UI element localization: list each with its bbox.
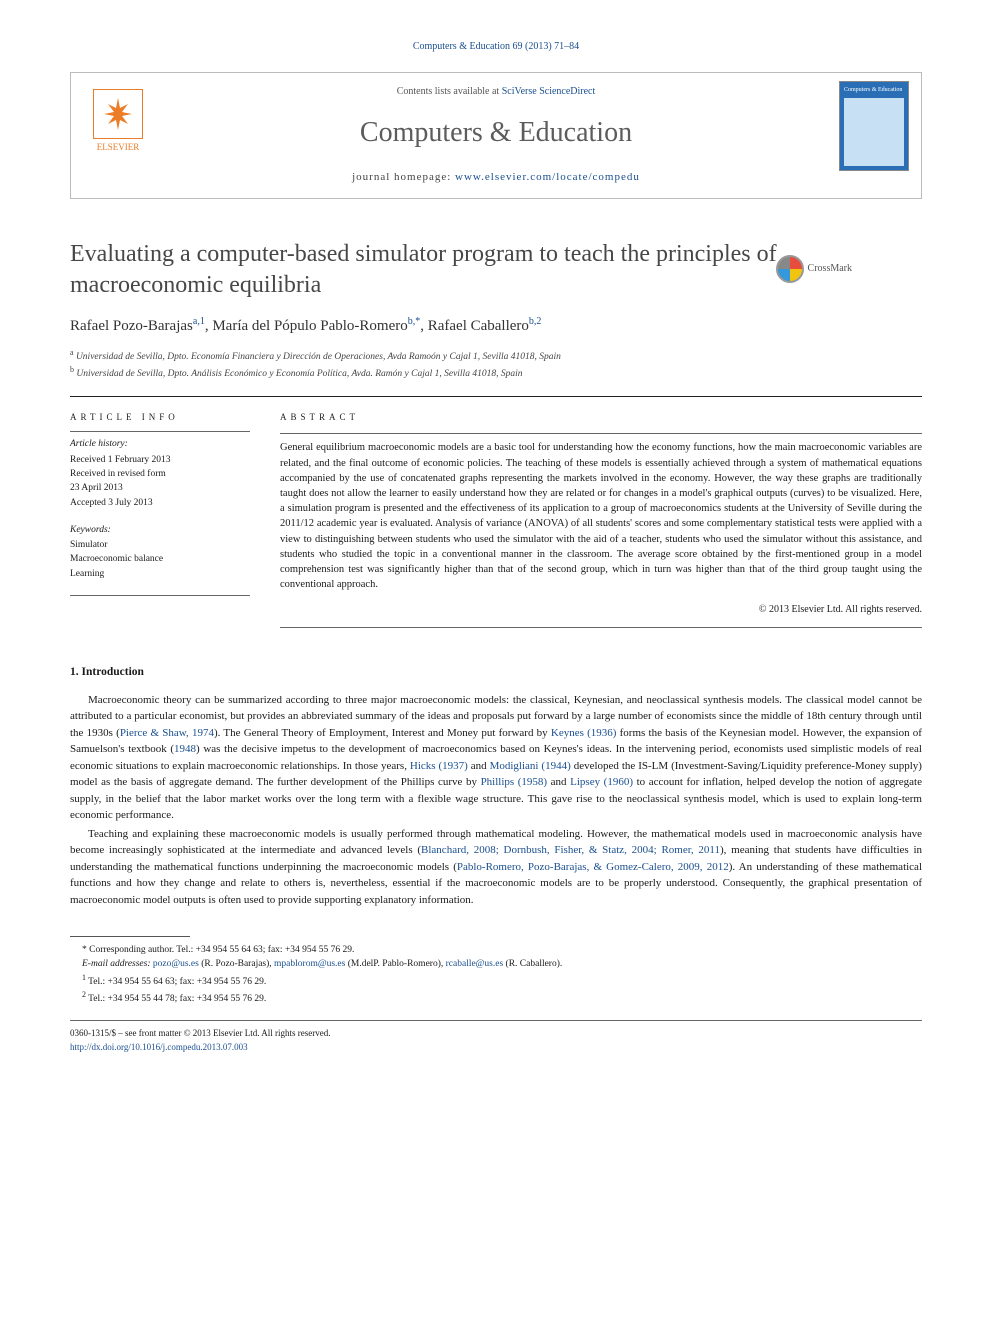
doi-link[interactable]: http://dx.doi.org/10.1016/j.compedu.2013… <box>70 1042 248 1052</box>
footnote-corresponding: * Corresponding author. Tel.: +34 954 55… <box>70 943 922 957</box>
body-paragraph: Macroeconomic theory can be summarized a… <box>70 692 922 824</box>
history-line: Accepted 3 July 2013 <box>70 497 250 510</box>
issn-copyright-line: 0360-1315/$ – see front matter © 2013 El… <box>70 1027 922 1041</box>
divider <box>70 431 250 432</box>
footnote-divider <box>70 936 190 937</box>
keyword: Learning <box>70 568 250 581</box>
email-link[interactable]: pozo@us.es <box>153 959 199 969</box>
citation-link[interactable]: Lipsey (1960) <box>570 776 633 788</box>
footnote-tel-1: 1 Tel.: +34 954 55 64 63; fax: +34 954 5… <box>70 972 922 989</box>
citation-link[interactable]: Blanchard, 2008; Dornbush, Fisher, & Sta… <box>421 844 720 856</box>
citation-link[interactable]: Pablo-Romero, Pozo-Barajas, & Gomez-Cale… <box>457 861 729 873</box>
article-info-heading: ARTICLE INFO <box>70 411 250 424</box>
journal-homepage: journal homepage: www.elsevier.com/locat… <box>153 170 839 185</box>
body-paragraph: Teaching and explaining these macroecono… <box>70 826 922 909</box>
divider <box>70 396 922 397</box>
abstract-text: General equilibrium macroeconomic models… <box>280 440 922 592</box>
divider <box>70 595 250 596</box>
footnote-emails: E-mail addresses: pozo@us.es (R. Pozo-Ba… <box>70 957 922 971</box>
keyword: Macroeconomic balance <box>70 553 250 566</box>
abstract-copyright: © 2013 Elsevier Ltd. All rights reserved… <box>280 603 922 617</box>
crossmark-badge[interactable]: CrossMark <box>776 255 852 283</box>
abstract-column: ABSTRACT General equilibrium macroeconom… <box>280 411 922 634</box>
history-line: Received 1 February 2013 <box>70 454 250 467</box>
contents-line: Contents lists available at SciVerse Sci… <box>153 85 839 99</box>
citation-link[interactable]: Modigliani (1944) <box>490 760 571 772</box>
article-info-column: ARTICLE INFO Article history: Received 1… <box>70 411 250 634</box>
divider <box>280 627 922 628</box>
cover-title: Computers & Education <box>844 86 904 94</box>
journal-header-box: ELSEVIER Contents lists available at Sci… <box>70 72 922 199</box>
citation-link[interactable]: Keynes (1936) <box>551 727 617 739</box>
elsevier-label: ELSEVIER <box>97 141 140 154</box>
citation-link[interactable]: Pierce & Shaw, 1974 <box>120 727 214 739</box>
citation-link[interactable]: 1948 <box>174 743 196 755</box>
email-link[interactable]: rcaballe@us.es <box>446 959 504 969</box>
crossmark-label: CrossMark <box>808 262 852 276</box>
email-link[interactable]: mpablorom@us.es <box>274 959 345 969</box>
affiliations: a Universidad de Sevilla, Dpto. Economía… <box>70 347 922 382</box>
journal-cover-thumbnail[interactable]: Computers & Education <box>839 81 909 171</box>
sciencedirect-link[interactable]: SciVerse ScienceDirect <box>502 86 596 97</box>
journal-name: Computers & Education <box>153 113 839 152</box>
history-heading: Article history: <box>70 438 250 451</box>
divider <box>280 433 922 434</box>
elsevier-tree-icon <box>93 89 143 139</box>
elsevier-logo[interactable]: ELSEVIER <box>83 81 153 161</box>
history-line: Received in revised form <box>70 468 250 481</box>
citation-link[interactable]: Hicks (1937) <box>410 760 468 772</box>
bottom-divider <box>70 1020 922 1021</box>
footnote-tel-2: 2 Tel.: +34 954 55 44 78; fax: +34 954 5… <box>70 989 922 1006</box>
crossmark-icon <box>776 255 804 283</box>
citation-link[interactable]: Phillips (1958) <box>481 776 548 788</box>
section-heading-introduction: 1. Introduction <box>70 664 922 680</box>
abstract-heading: ABSTRACT <box>280 411 922 424</box>
authors-line: Rafael Pozo-Barajasa,1, María del Pópulo… <box>70 315 922 337</box>
keywords-heading: Keywords: <box>70 524 250 537</box>
history-line: 23 April 2013 <box>70 482 250 495</box>
keyword: Simulator <box>70 539 250 552</box>
running-citation: Computers & Education 69 (2013) 71–84 <box>70 40 922 54</box>
homepage-link[interactable]: www.elsevier.com/locate/compedu <box>455 171 640 183</box>
cover-image-placeholder <box>844 98 904 166</box>
